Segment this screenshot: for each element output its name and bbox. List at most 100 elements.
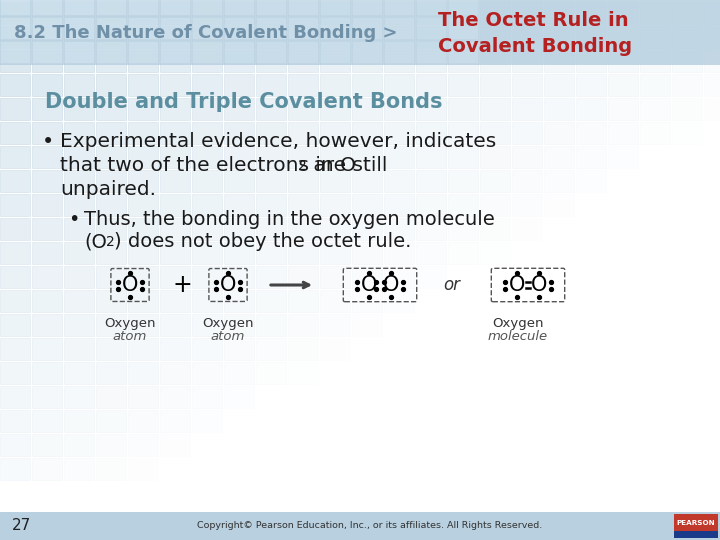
Bar xyxy=(224,290,254,312)
Bar xyxy=(672,98,702,120)
Bar xyxy=(0,242,30,264)
Bar xyxy=(608,50,638,72)
Bar xyxy=(96,74,126,96)
Bar xyxy=(128,410,158,432)
Bar xyxy=(448,146,478,168)
Bar xyxy=(160,26,190,48)
Bar xyxy=(352,50,382,72)
Bar xyxy=(160,194,190,216)
Bar xyxy=(32,362,62,384)
Bar xyxy=(448,17,478,39)
Bar xyxy=(512,170,542,192)
Bar xyxy=(544,146,574,168)
Bar xyxy=(160,410,190,432)
Bar xyxy=(32,458,62,480)
Text: ) does not obey the octet rule.: ) does not obey the octet rule. xyxy=(114,232,411,251)
Bar xyxy=(672,26,702,48)
Bar xyxy=(352,146,382,168)
Bar xyxy=(384,146,414,168)
Bar xyxy=(96,266,126,288)
Bar xyxy=(192,242,222,264)
Bar xyxy=(192,338,222,360)
Bar xyxy=(256,41,286,63)
Bar xyxy=(0,314,30,336)
Bar xyxy=(128,0,158,15)
Bar xyxy=(160,338,190,360)
Bar xyxy=(160,50,190,72)
Bar xyxy=(64,50,94,72)
Bar xyxy=(352,290,382,312)
Bar xyxy=(288,194,318,216)
Bar xyxy=(704,26,720,48)
Bar xyxy=(416,0,446,15)
Bar xyxy=(320,0,350,15)
Text: that two of the electrons in O: that two of the electrons in O xyxy=(60,156,356,175)
Bar xyxy=(0,194,30,216)
Bar xyxy=(352,266,382,288)
Bar xyxy=(352,26,382,48)
Bar xyxy=(480,242,510,264)
Bar xyxy=(192,0,222,15)
Bar xyxy=(288,290,318,312)
Bar xyxy=(32,122,62,144)
Text: Thus, the bonding in the oxygen molecule: Thus, the bonding in the oxygen molecule xyxy=(84,210,495,229)
Bar xyxy=(0,122,30,144)
Bar xyxy=(224,98,254,120)
Bar xyxy=(96,0,126,15)
Bar xyxy=(192,26,222,48)
Bar xyxy=(32,98,62,120)
Text: or: or xyxy=(444,276,461,294)
Bar xyxy=(352,98,382,120)
Bar xyxy=(448,242,478,264)
Bar xyxy=(576,74,606,96)
Bar xyxy=(160,218,190,240)
Bar xyxy=(256,50,286,72)
Text: Oxygen: Oxygen xyxy=(202,317,253,330)
Text: •: • xyxy=(68,210,79,229)
Bar xyxy=(448,74,478,96)
Bar xyxy=(192,50,222,72)
Bar xyxy=(480,170,510,192)
Bar xyxy=(448,194,478,216)
Bar xyxy=(704,74,720,96)
Bar xyxy=(320,2,350,24)
Bar xyxy=(674,531,718,538)
Bar xyxy=(128,194,158,216)
Bar xyxy=(192,194,222,216)
Bar xyxy=(640,74,670,96)
Bar xyxy=(224,122,254,144)
Bar xyxy=(160,242,190,264)
Bar xyxy=(96,146,126,168)
Bar xyxy=(416,122,446,144)
Bar xyxy=(96,218,126,240)
Bar xyxy=(192,410,222,432)
Bar xyxy=(128,17,158,39)
Bar xyxy=(416,41,446,63)
Bar xyxy=(480,218,510,240)
Bar xyxy=(320,218,350,240)
Bar xyxy=(32,2,62,24)
Bar xyxy=(0,0,720,65)
Bar xyxy=(288,170,318,192)
Bar xyxy=(160,2,190,24)
Bar xyxy=(512,50,542,72)
Bar xyxy=(288,314,318,336)
Bar xyxy=(128,362,158,384)
Bar xyxy=(192,41,222,63)
Bar xyxy=(288,338,318,360)
Bar xyxy=(32,314,62,336)
Bar xyxy=(416,194,446,216)
Bar xyxy=(576,50,606,72)
Bar xyxy=(384,41,414,63)
Bar xyxy=(160,17,190,39)
Bar xyxy=(224,314,254,336)
Bar xyxy=(288,26,318,48)
Bar xyxy=(288,146,318,168)
Bar xyxy=(192,74,222,96)
Bar xyxy=(480,98,510,120)
Text: O: O xyxy=(508,275,525,295)
Text: O: O xyxy=(220,275,236,295)
Bar xyxy=(96,17,126,39)
Bar xyxy=(64,74,94,96)
Bar xyxy=(128,242,158,264)
